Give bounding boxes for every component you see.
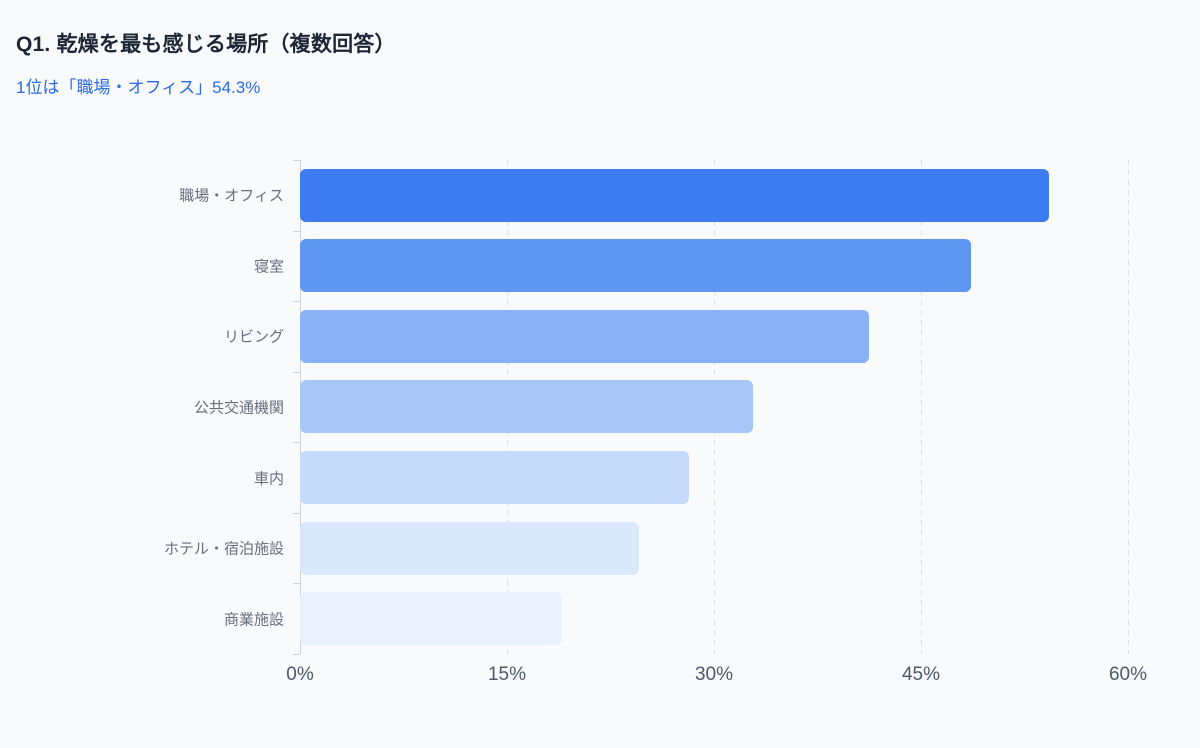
bar-row: 寝室 (254, 231, 1128, 302)
plot-area: 職場・オフィス寝室リビング公共交通機関車内ホテル・宿泊施設商業施設 (164, 160, 1129, 655)
x-tick-label: 45% (901, 664, 941, 685)
x-tick-label: 0% (286, 664, 314, 685)
y-axis-tick (293, 512, 300, 514)
category-label: ホテル・宿泊施設 (163, 540, 284, 558)
gridline (1128, 160, 1129, 654)
category-label: 商業施設 (223, 611, 284, 629)
bar (300, 168, 1050, 222)
bar (300, 451, 690, 505)
bar (300, 309, 869, 363)
category-label: 職場・オフィス (179, 187, 284, 205)
bar-row: 職場・オフィス (179, 160, 1128, 231)
chart-header: Q1. 乾燥を最も感じる場所（複数回答） 1位は「職場・オフィス」54.3% (0, 0, 1200, 98)
y-axis-tick (293, 654, 300, 655)
category-label: 寝室 (253, 258, 284, 276)
gridline (921, 160, 922, 654)
x-tick-label: 60% (1108, 664, 1148, 685)
bar-chart: 職場・オフィス寝室リビング公共交通機関車内ホテル・宿泊施設商業施設 0% 15% 3… (164, 160, 1147, 685)
y-axis-tick (293, 371, 300, 373)
bar-row: 公共交通機関 (194, 372, 1128, 443)
bar (300, 592, 563, 646)
bar (300, 239, 971, 293)
y-axis-tick (293, 442, 300, 444)
x-tick-label: 30% (694, 664, 734, 685)
category-label: 公共交通機関 (193, 399, 284, 417)
bar-row: 商業施設 (224, 583, 1128, 654)
bar-row: ホテル・宿泊施設 (164, 513, 1128, 584)
y-axis-tick (293, 301, 300, 303)
y-axis-tick (293, 583, 300, 585)
bar (300, 380, 753, 434)
category-label: リビング (223, 328, 284, 346)
bar-row: 車内 (254, 442, 1128, 513)
x-tick-label: 15% (487, 664, 527, 685)
y-axis-tick (293, 230, 300, 232)
bar (300, 521, 640, 575)
chart-subtitle: 1位は「職場・オフィス」54.3% (16, 78, 261, 97)
category-label: 車内 (253, 470, 284, 488)
chart-title: Q1. 乾燥を最も感じる場所（複数回答） (16, 33, 396, 56)
bar-row: リビング (224, 301, 1128, 372)
y-axis-tick (293, 160, 300, 161)
x-axis: 0% 15% 30% 45% 60% (286, 664, 1147, 690)
